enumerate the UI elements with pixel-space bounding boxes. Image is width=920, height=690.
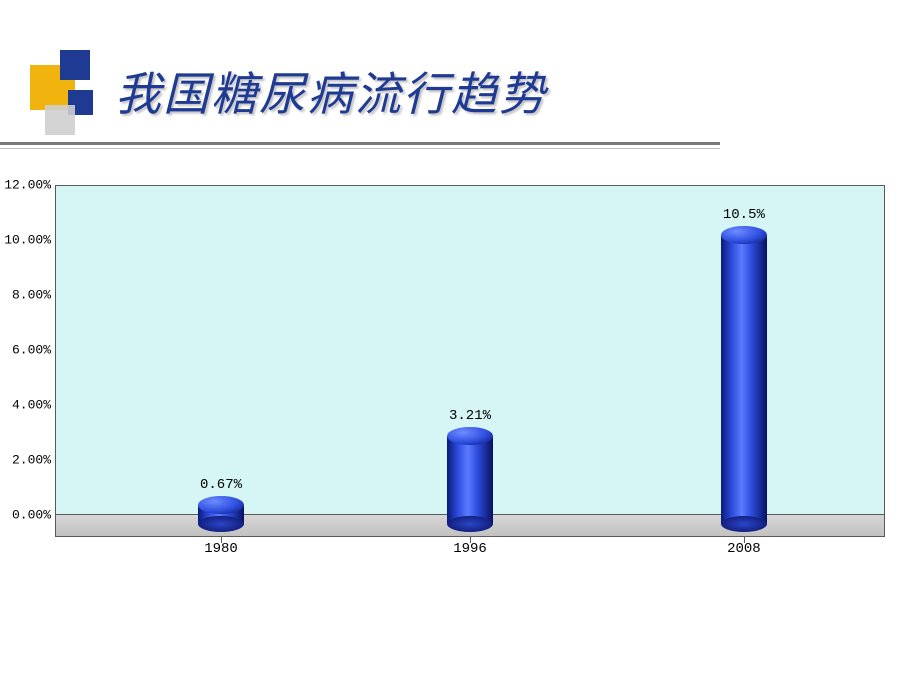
- bar-body: [447, 436, 493, 524]
- bar-data-label: 10.5%: [723, 207, 765, 223]
- bar-data-label: 0.67%: [200, 477, 242, 493]
- bar-top-ellipse: [721, 226, 767, 244]
- y-tick-label: 0.00%: [12, 508, 51, 523]
- title-underline: [0, 142, 720, 145]
- bar-chart: 0.00%2.00%4.00%6.00%8.00%10.00%12.00% 19…: [55, 185, 885, 575]
- x-tick-label: 1980: [204, 541, 238, 557]
- square-gray: [45, 105, 75, 135]
- bar-cylinder: [721, 235, 767, 524]
- bar-cylinder: [447, 436, 493, 524]
- slide-title: 我国糖尿病流行趋势: [115, 58, 547, 124]
- square-blue: [60, 50, 90, 80]
- decorative-squares: [30, 50, 90, 140]
- bar-bottom-ellipse: [721, 516, 767, 532]
- bar-cylinder: [198, 505, 244, 523]
- bar-body: [721, 235, 767, 524]
- y-tick-label: 2.00%: [12, 453, 51, 468]
- bar-top-ellipse: [198, 496, 244, 514]
- y-axis: 0.00%2.00%4.00%6.00%8.00%10.00%12.00%: [0, 185, 55, 515]
- y-tick-label: 4.00%: [12, 398, 51, 413]
- bar-top-ellipse: [447, 427, 493, 445]
- x-tick-label: 1996: [453, 541, 487, 557]
- y-tick-label: 8.00%: [12, 288, 51, 303]
- y-tick-label: 10.00%: [4, 233, 51, 248]
- bar-data-label: 3.21%: [449, 408, 491, 424]
- y-tick-label: 12.00%: [4, 178, 51, 193]
- slide-header: 我国糖尿病流行趋势: [0, 50, 920, 160]
- y-tick-label: 6.00%: [12, 343, 51, 358]
- x-tick-label: 2008: [727, 541, 761, 557]
